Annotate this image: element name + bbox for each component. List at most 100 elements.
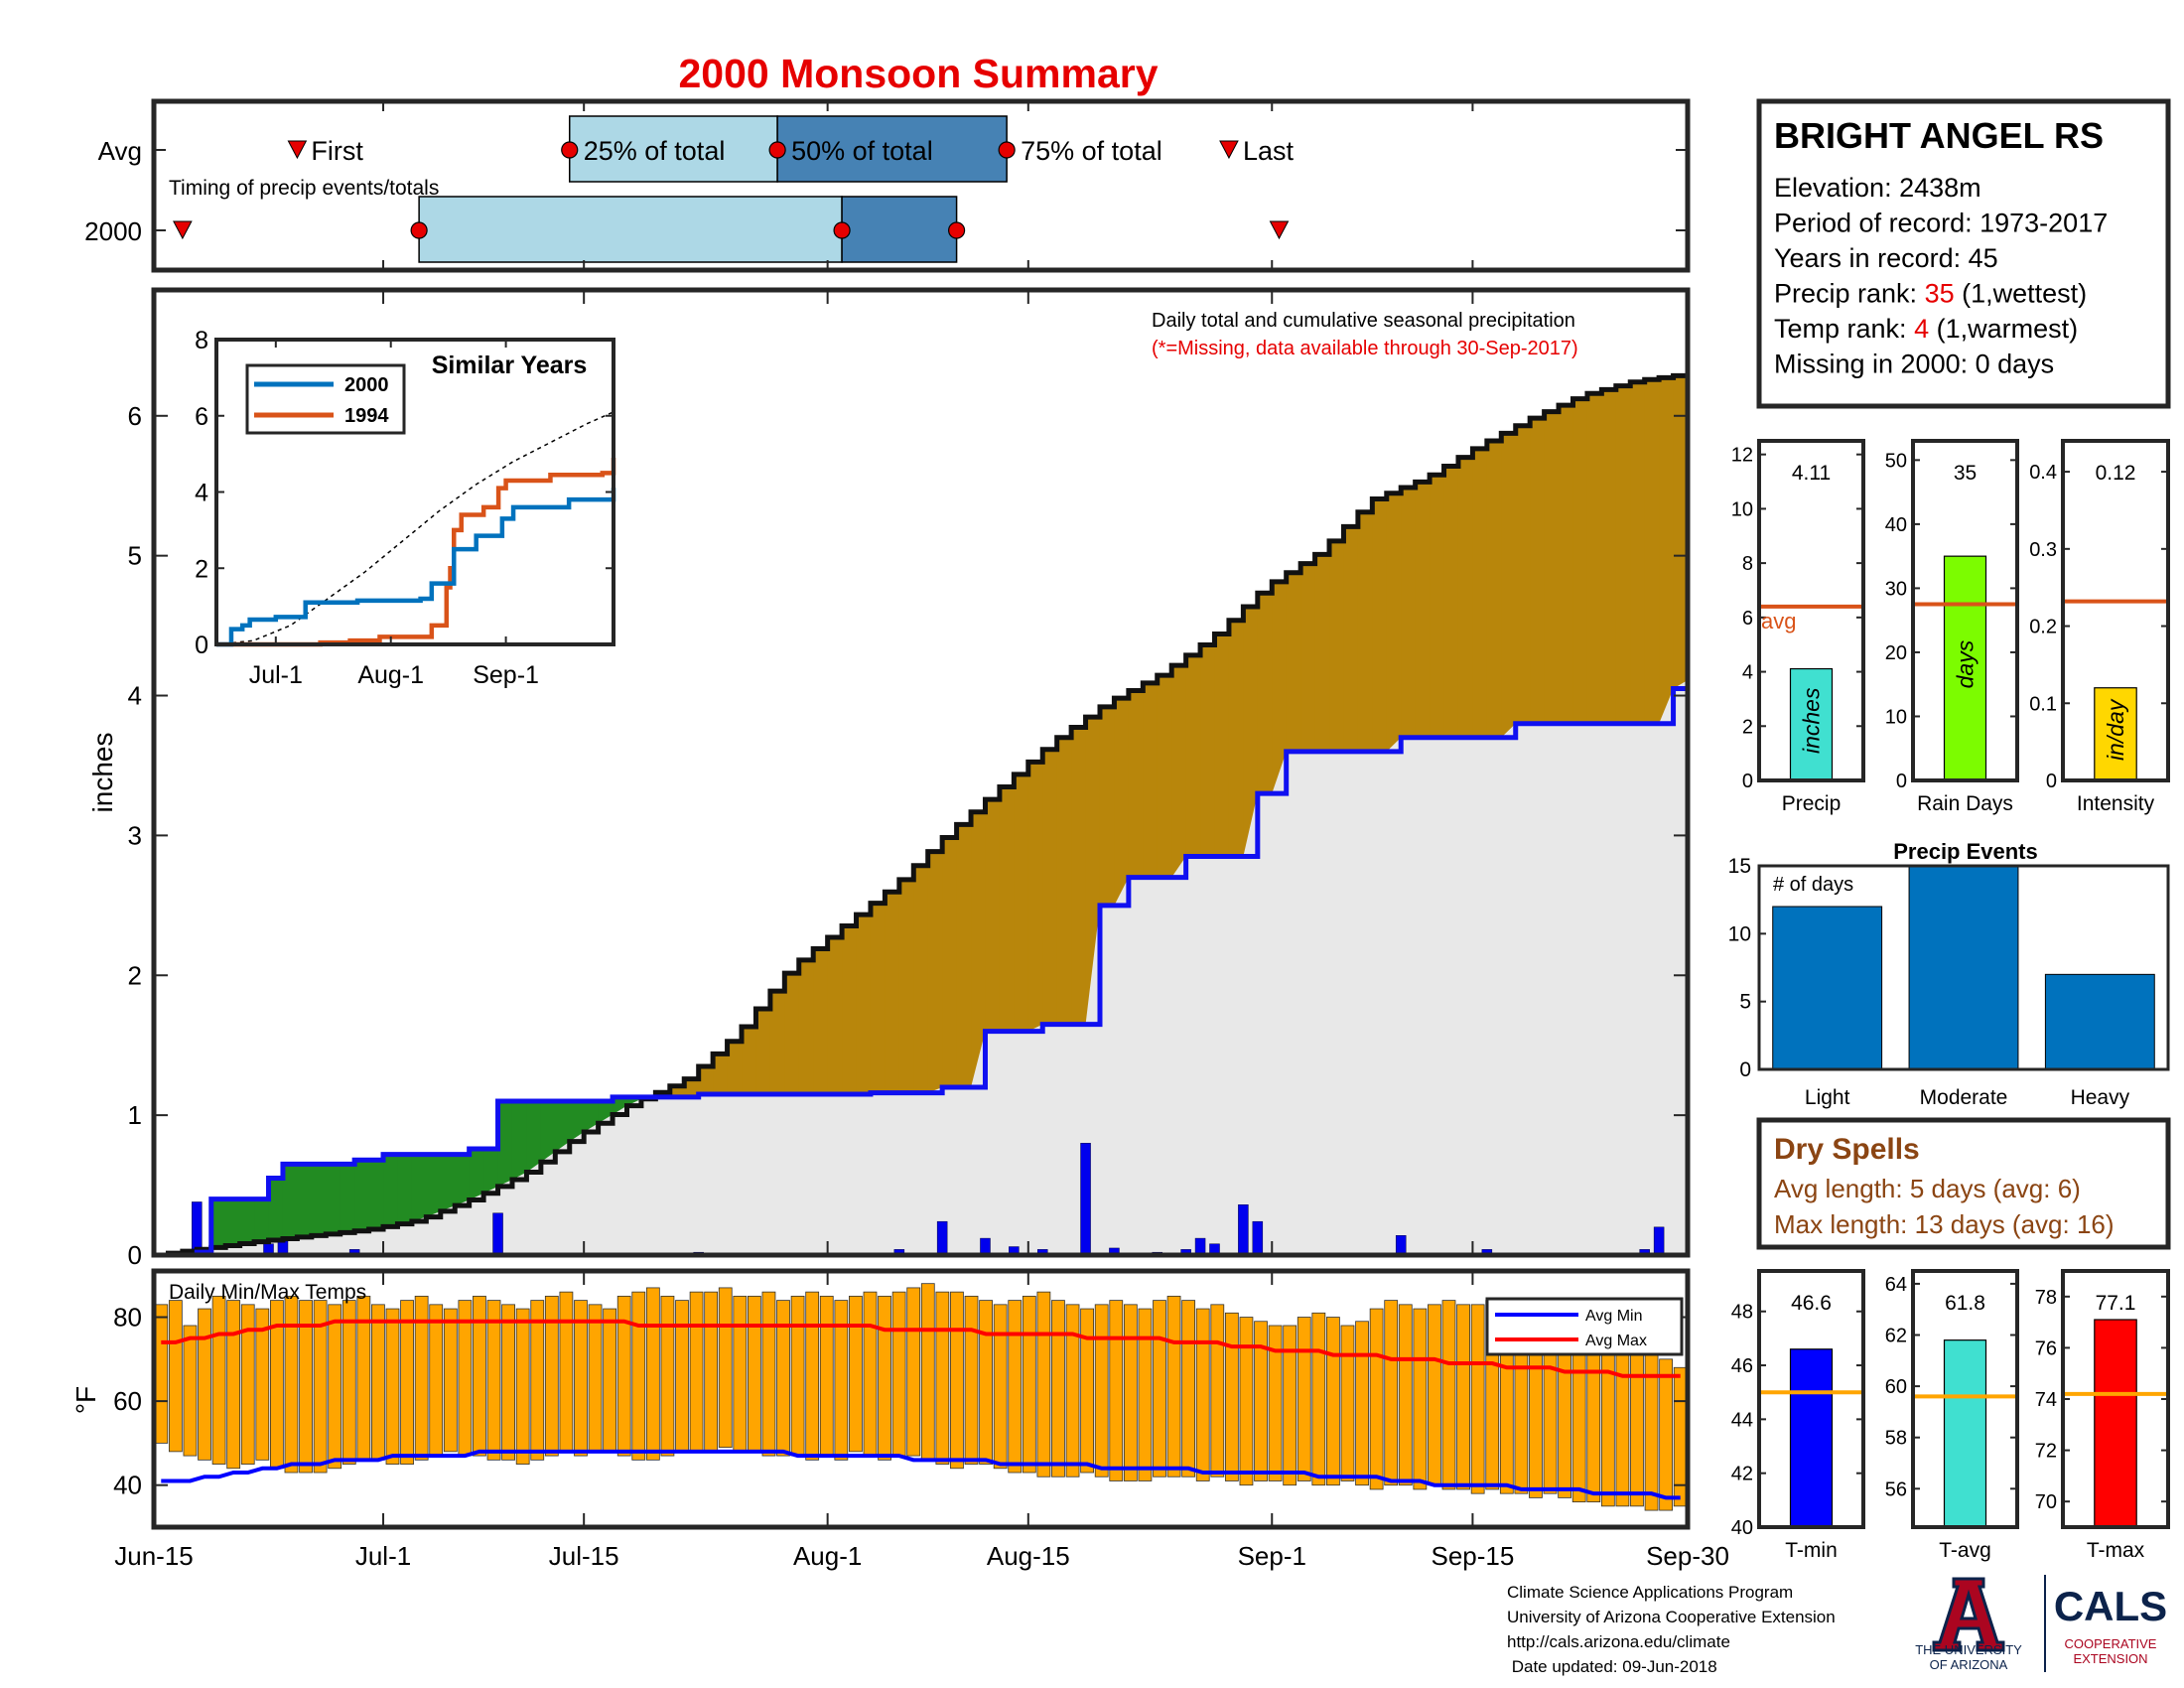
station-detail-text: Period of record: 1973-2017	[1774, 209, 2108, 238]
cumulative-difference-fill	[927, 851, 943, 1093]
cumulative-difference-fill	[225, 1198, 241, 1246]
rain_days-ytick-label: 30	[1885, 578, 1907, 600]
summary-chart-tavg: 56 58 60 62 64 61.8 T-avg	[1885, 1269, 2019, 1562]
cumulative-difference-fill	[898, 879, 914, 1093]
inset-ytick-label: 8	[195, 327, 208, 354]
daily-temp-range-bar	[1428, 1304, 1441, 1486]
marker-avg-25	[561, 141, 579, 159]
similar-years-legend-box	[245, 363, 406, 435]
cumulative-difference-fill	[755, 1009, 771, 1094]
timing-row-label-2000: 2000	[84, 216, 142, 246]
main-chart-note: Daily total and cumulative seasonal prec…	[1152, 310, 1575, 332]
daily-temp-range-bar	[849, 1295, 863, 1453]
x-axis-label: Jul-15	[549, 1541, 619, 1571]
daily-temp-range-bar	[1630, 1345, 1644, 1507]
daily-temp-range-bar	[878, 1295, 891, 1461]
cumulative-difference-fill	[340, 1164, 355, 1233]
main-chart-ticks: 0 1 2 3 4 5 6	[128, 290, 1689, 1270]
daily-temp-range-bar	[1268, 1325, 1283, 1481]
cals-sub-line-1: COOPERATIVE	[2065, 1636, 2157, 1651]
daily-temp-range-bar	[1123, 1304, 1138, 1481]
x-axis-label: Sep-1	[1238, 1541, 1306, 1571]
daily-temp-range-bar	[328, 1304, 342, 1470]
daily-temp-range-bar	[1326, 1317, 1340, 1486]
rain_days-ytick-label: 20	[1885, 642, 1907, 664]
daily-temp-range-bar	[616, 1295, 631, 1457]
daily-temp-range-bar	[1094, 1304, 1109, 1477]
daily-temp-range-bar	[1109, 1300, 1124, 1481]
temps-frame	[151, 1268, 1691, 1530]
station-detail-line: Elevation: 2438m	[1774, 173, 1981, 203]
timing-label-50: 50% of total	[791, 136, 933, 166]
cumulative-difference-fill	[913, 865, 929, 1093]
marker-2000-25	[410, 221, 428, 239]
precip-events-ytick-label: 10	[1728, 922, 1751, 945]
main-ytick-label: 1	[128, 1100, 142, 1130]
daily-temp-range-bar	[1080, 1308, 1095, 1474]
precip_total-ytick-label: 6	[1742, 608, 1753, 630]
tmin-ytick-label: 44	[1731, 1409, 1753, 1431]
intensity-frame	[2061, 439, 2170, 782]
x-axis-label: Jun-15	[114, 1541, 194, 1571]
inset-average-line	[215, 411, 614, 645]
daily-temp-range-bar	[559, 1291, 574, 1453]
daily-temp-range-bar	[1254, 1321, 1268, 1481]
cumulative-difference-fill	[1300, 563, 1316, 752]
timing-markers	[173, 140, 1290, 240]
summary-chart-intensity: 0 0.1 0.2 0.3 0.4 0.12 Intensity in/day	[2029, 439, 2170, 815]
cumulative-fills	[154, 375, 1689, 1255]
intensity-ytick-label: 0	[2046, 771, 2057, 792]
daily-temp-range-bar	[313, 1300, 328, 1474]
station-name: BRIGHT ANGEL RS	[1774, 115, 2104, 156]
cumulative-difference-fill	[526, 1101, 542, 1173]
station-detail-text: Years in record: 45	[1774, 243, 1998, 273]
cumulative-difference-fill	[555, 1101, 571, 1152]
cumulative-difference-fill	[282, 1164, 298, 1239]
cumulative-difference-fill	[511, 1101, 528, 1180]
precip-events-chart: Precip Events Light Moderate Heavy 051015 …	[1728, 839, 2170, 1109]
cumulative-difference-fill	[813, 948, 829, 1094]
cumulative-difference-fill	[885, 892, 900, 1093]
precip-events-bar	[2044, 973, 2155, 1070]
inset-ytick-label: 6	[195, 403, 208, 431]
cumulative-difference-fill	[1673, 375, 1689, 689]
daily-temp-range-bar	[1470, 1304, 1485, 1494]
tmin-ytick-label: 42	[1731, 1464, 1753, 1485]
cumulative-difference-fill	[426, 1154, 442, 1217]
cumulative-difference-fill	[985, 799, 1001, 1032]
cumulative-difference-fill	[1314, 554, 1330, 752]
x-axis-label: Sep-15	[1431, 1541, 1514, 1571]
page-title: 2000 Monsoon Summary	[678, 51, 1158, 96]
daily-temp-range-bar	[1340, 1325, 1355, 1481]
avg-max-temp-line	[161, 1319, 1681, 1378]
footer-line-2: University of Arizona Cooperative Extens…	[1507, 1608, 1836, 1626]
daily-temp-range-bar	[1659, 1358, 1674, 1511]
precip_total-average-label: avg	[1761, 609, 1796, 633]
rain_days-ytick-label: 50	[1885, 450, 1907, 472]
daily-temp-range-bar	[819, 1295, 834, 1457]
timing-row-label-avg: Avg	[98, 136, 142, 166]
cumulative-difference-fill	[1257, 593, 1273, 794]
cumulative-difference-fill	[1615, 385, 1631, 724]
daily-temp-range-bar	[603, 1308, 617, 1453]
tmin-category-label: T-min	[1785, 1539, 1838, 1562]
cumulative-difference-fill	[210, 1198, 226, 1248]
cumulative-difference-fill	[1185, 654, 1201, 857]
cumulative-difference-fill	[1457, 457, 1474, 738]
daily-temp-range-bar	[631, 1291, 646, 1461]
marker-2000-50	[833, 221, 851, 239]
cumulative-difference-fill	[1372, 498, 1388, 752]
marker-avg-last	[1219, 140, 1239, 160]
tmin-ytick-label: 48	[1731, 1302, 1753, 1324]
tavg-frame	[1911, 1269, 2019, 1529]
cumulative-difference-fill	[1157, 675, 1172, 878]
cumulative-difference-fill	[999, 786, 1015, 1032]
rain_days-ytick-label: 0	[1896, 771, 1907, 792]
summary-chart-tmin: 40 42 44 46 48 46.6 T-min	[1731, 1269, 1865, 1562]
daily-temp-range-bar	[1166, 1295, 1181, 1477]
main-ytick-label: 2	[128, 960, 142, 990]
station-detail-text: Temp rank:	[1774, 314, 1914, 344]
precip-events-bar	[1908, 865, 2019, 1070]
inset-ytick-label: 2	[195, 555, 208, 583]
marker-avg-75	[998, 141, 1016, 159]
